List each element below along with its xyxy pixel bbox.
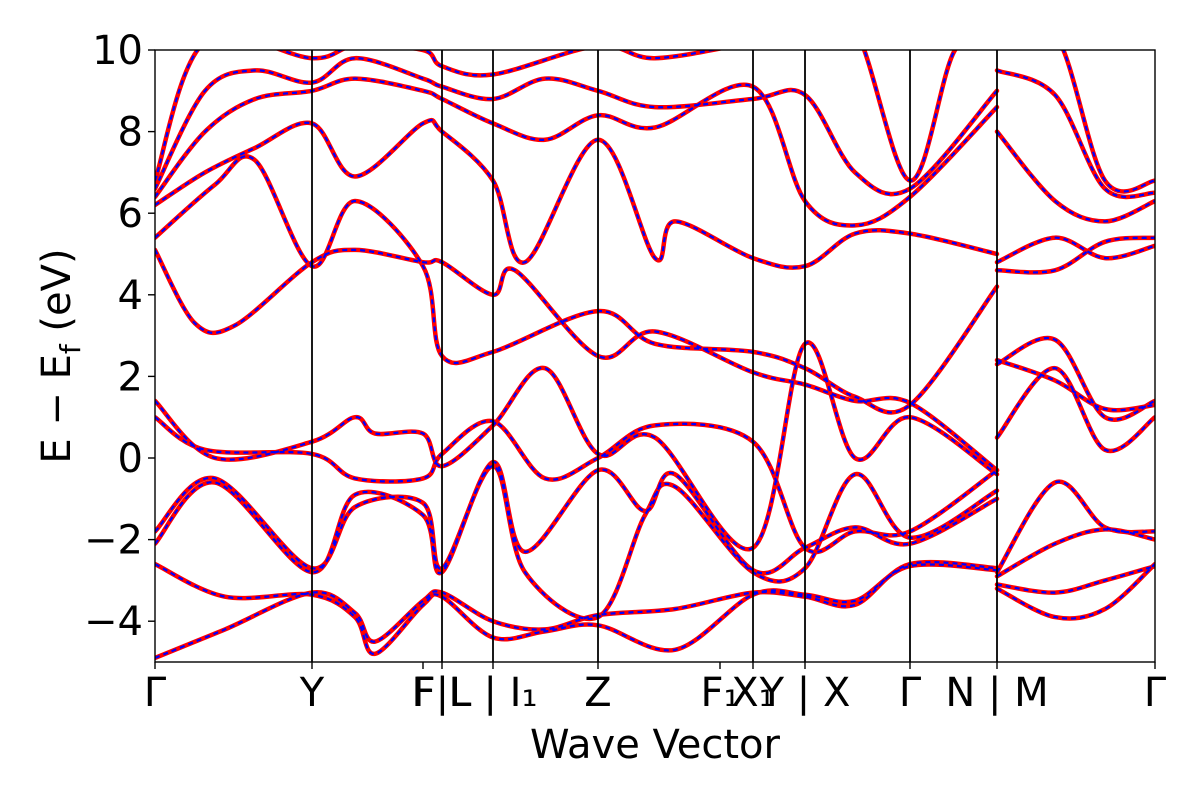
y-tick-label: −4 [84,599,143,645]
x-tick-label: Γ [144,670,167,716]
band-line-blue-11 [155,50,1155,193]
x-tick-label: X₁ [731,670,774,716]
band-line-blue-0 [155,561,1155,659]
y-axis-label-main: E − E [34,354,80,464]
y-tick-label: −2 [84,518,143,564]
x-tick-label: Γ [899,670,922,716]
x-axis-label: Wave Vector [530,722,781,768]
y-tick-label: 8 [118,110,143,156]
band-line-red-4 [155,365,1155,555]
y-axis-label: E − Ef (eV) [34,248,87,463]
y-axis-label-sub: f [54,343,87,354]
x-tick-label: F₁ [700,670,739,716]
band-line-red-7 [155,154,1155,415]
y-axis-label-unit: (eV) [34,248,80,344]
band-line-blue-1 [155,563,1155,655]
band-line-blue-4 [155,367,1155,554]
band-line-blue-9 [155,77,1155,227]
plot-frame [154,49,1156,663]
y-tick-label: 2 [118,354,143,400]
y-axis-ticks: −4 −2 0 2 4 6 8 10 [84,28,155,645]
band-line-blue-6 [155,248,1155,472]
x-tick-label: Γ [1144,670,1167,716]
bands-layer [155,50,1155,661]
y-tick-label: 0 [118,436,143,482]
y-tick-label: 4 [118,273,143,319]
x-tick-label: Y [299,670,325,716]
y-tick-label: 6 [118,191,143,237]
band-line-red-0 [155,559,1155,661]
band-line-blue-8 [155,119,1155,274]
band-line-blue-7 [155,155,1155,414]
y-tick-label: 10 [92,28,143,74]
svg-text:E − Ef (eV): E − Ef (eV) [34,248,87,463]
x-tick-label: L | I₁ [448,670,537,716]
x-tick-label: F [411,670,434,716]
band-line-blue-3 [155,465,1155,620]
band-line-blue-5 [155,336,1155,551]
high-symmetry-lines [311,50,998,662]
band-line-blue-10 [155,57,1155,199]
x-tick-label: N | M [945,670,1048,716]
x-tick-label: Z [584,670,611,716]
x-tick-label: F|L [413,670,472,716]
band-line-red-11 [155,50,1155,194]
x-tick-label: Y | X [759,670,851,716]
band-line-red-9 [155,76,1155,228]
